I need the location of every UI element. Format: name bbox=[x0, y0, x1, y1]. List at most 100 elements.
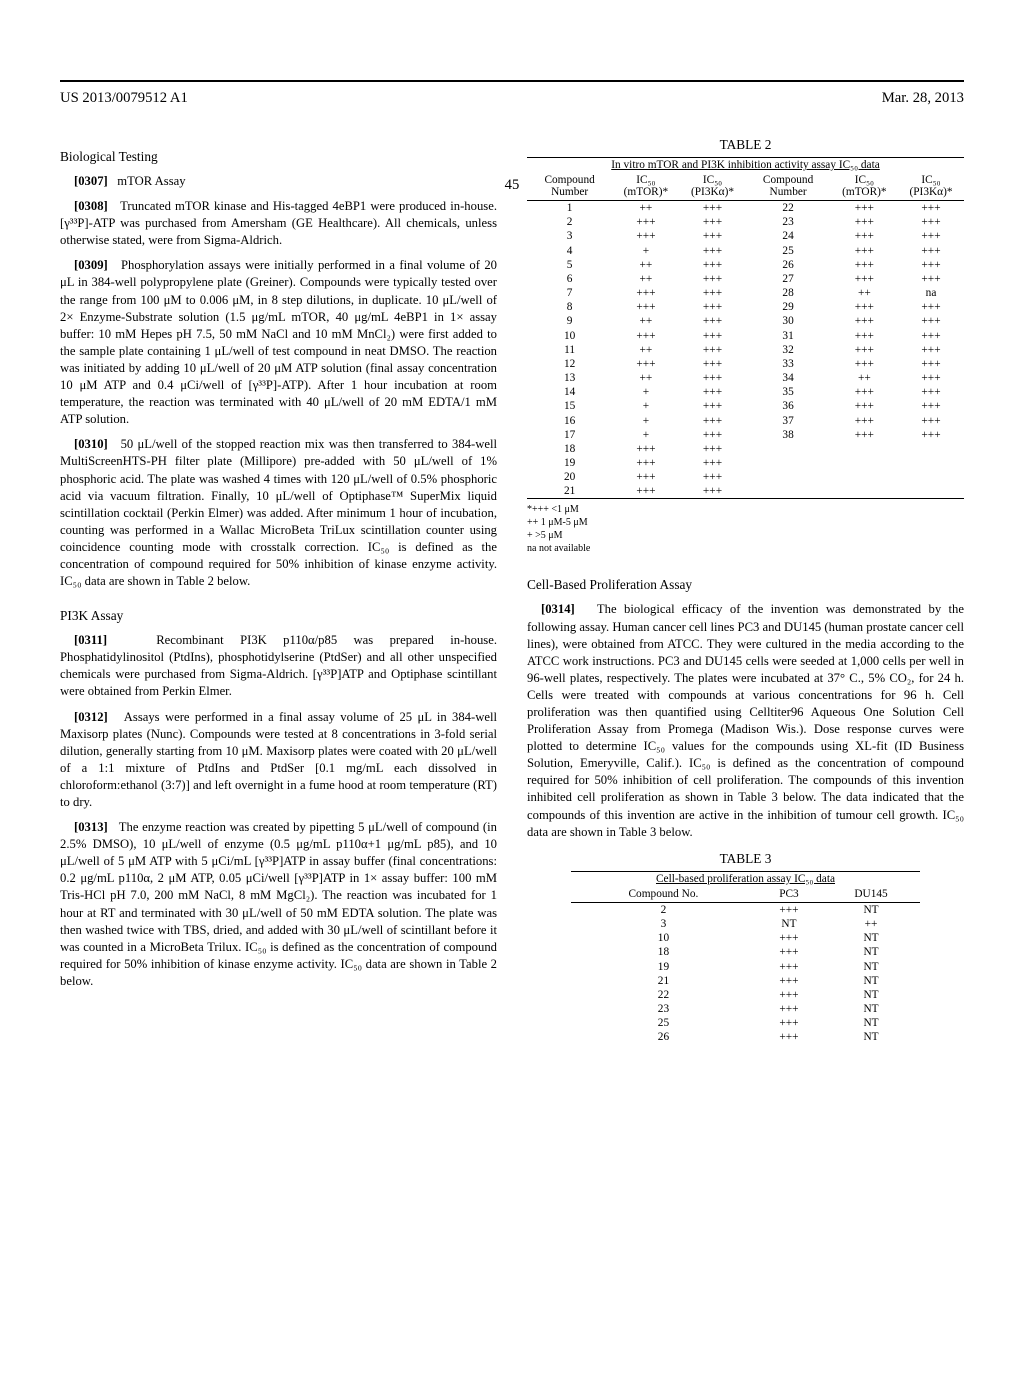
table-row: 21+++NT bbox=[571, 974, 921, 988]
table-cell: NT bbox=[822, 1016, 921, 1030]
table-row: 6+++++27++++++ bbox=[527, 272, 964, 286]
table-cell: +++ bbox=[898, 272, 964, 286]
table-cell: +++ bbox=[831, 201, 898, 216]
para-text-0309: Phosphorylation assays were initially pe… bbox=[60, 258, 497, 426]
para-text-0307: mTOR Assay bbox=[117, 174, 185, 188]
table2-fn1: *+++ <1 μM bbox=[527, 503, 964, 516]
table-row: 25+++NT bbox=[571, 1016, 921, 1030]
heading-pi3k-assay: PI3K Assay bbox=[60, 608, 497, 624]
table-cell: + bbox=[612, 428, 679, 442]
table-cell: +++ bbox=[680, 484, 746, 498]
table-cell bbox=[898, 456, 964, 470]
table-cell: NT bbox=[822, 931, 921, 945]
para-text-0314: The biological efficacy of the invention… bbox=[527, 602, 964, 838]
table-cell: ++ bbox=[612, 371, 679, 385]
table-cell: +++ bbox=[756, 1002, 822, 1016]
table-row: 10++++++31++++++ bbox=[527, 329, 964, 343]
table-cell: +++ bbox=[612, 456, 679, 470]
table-cell: 21 bbox=[571, 974, 756, 988]
table-cell: +++ bbox=[680, 399, 746, 413]
table-row: 19+++NT bbox=[571, 960, 921, 974]
table-cell: 2 bbox=[571, 902, 756, 917]
table-row: 15++++36++++++ bbox=[527, 399, 964, 413]
table-cell bbox=[831, 470, 898, 484]
heading-cell-assay: Cell-Based Proliferation Assay bbox=[527, 577, 964, 593]
table-cell: 15 bbox=[527, 399, 612, 413]
table-cell: +++ bbox=[898, 229, 964, 243]
table-cell: 13 bbox=[527, 371, 612, 385]
table2-fn4: na not available bbox=[527, 542, 964, 555]
table2-subtitle: In vitro mTOR and PI3K inhibition activi… bbox=[527, 158, 964, 173]
table-cell: +++ bbox=[756, 988, 822, 1002]
page-number: 45 bbox=[505, 177, 520, 194]
para-num-0308: [0308] bbox=[74, 199, 108, 213]
table-cell: 18 bbox=[571, 945, 756, 959]
table-cell: +++ bbox=[898, 399, 964, 413]
para-num-0307: [0307] bbox=[74, 174, 108, 188]
table-cell: +++ bbox=[831, 385, 898, 399]
table-row: 16++++37++++++ bbox=[527, 414, 964, 428]
table-row: 23+++NT bbox=[571, 1002, 921, 1016]
table-row: 4++++25++++++ bbox=[527, 244, 964, 258]
table2-h-mtor1: IC₅₀ (mTOR)* bbox=[612, 172, 679, 201]
para-text-0312: Assays were performed in a final assay v… bbox=[60, 710, 497, 809]
table-cell: +++ bbox=[898, 300, 964, 314]
table-cell: 33 bbox=[745, 357, 830, 371]
table-cell bbox=[831, 442, 898, 456]
table-cell: 25 bbox=[745, 244, 830, 258]
table-cell: 14 bbox=[527, 385, 612, 399]
table-cell: +++ bbox=[680, 314, 746, 328]
table-cell: 7 bbox=[527, 286, 612, 300]
table-row: 21++++++ bbox=[527, 484, 964, 498]
table-row: 20++++++ bbox=[527, 470, 964, 484]
table-cell: 30 bbox=[745, 314, 830, 328]
table-cell bbox=[898, 442, 964, 456]
table-cell: +++ bbox=[612, 329, 679, 343]
table-cell: NT bbox=[756, 917, 822, 931]
table-cell: 27 bbox=[745, 272, 830, 286]
paragraph-0313: [0313] The enzyme reaction was created b… bbox=[60, 819, 497, 990]
table-cell: 23 bbox=[745, 215, 830, 229]
table-row: 1+++++22++++++ bbox=[527, 201, 964, 216]
table-cell: +++ bbox=[898, 314, 964, 328]
table-cell: 17 bbox=[527, 428, 612, 442]
paragraph-0307: [0307] mTOR Assay bbox=[60, 173, 497, 190]
table-cell: +++ bbox=[898, 329, 964, 343]
table-cell: +++ bbox=[831, 272, 898, 286]
table-row: 18++++++ bbox=[527, 442, 964, 456]
table-cell: +++ bbox=[831, 229, 898, 243]
table-cell: NT bbox=[822, 1002, 921, 1016]
table-cell: 31 bbox=[745, 329, 830, 343]
table-cell: 4 bbox=[527, 244, 612, 258]
table-cell: +++ bbox=[756, 974, 822, 988]
table-cell: +++ bbox=[898, 201, 964, 216]
table-cell bbox=[745, 442, 830, 456]
table-cell: +++ bbox=[680, 428, 746, 442]
paragraph-0312: [0312] Assays were performed in a final … bbox=[60, 709, 497, 812]
table-cell: +++ bbox=[612, 215, 679, 229]
table3-h-pc3: PC3 bbox=[756, 886, 822, 903]
table-row: 14++++35++++++ bbox=[527, 385, 964, 399]
table-cell: + bbox=[612, 244, 679, 258]
table-row: 3++++++24++++++ bbox=[527, 229, 964, 243]
table-cell bbox=[898, 484, 964, 498]
table-cell bbox=[831, 456, 898, 470]
paragraph-0309: [0309] Phosphorylation assays were initi… bbox=[60, 257, 497, 428]
table3: Cell-based proliferation assay IC₅₀ data… bbox=[571, 871, 921, 1045]
table-cell: 3 bbox=[527, 229, 612, 243]
table-cell: +++ bbox=[680, 244, 746, 258]
header-rule bbox=[60, 80, 964, 82]
table-cell: +++ bbox=[898, 371, 964, 385]
table-row: 9+++++30++++++ bbox=[527, 314, 964, 328]
table-cell: +++ bbox=[898, 244, 964, 258]
para-text-0313: The enzyme reaction was created by pipet… bbox=[60, 820, 497, 988]
table-cell: +++ bbox=[680, 272, 746, 286]
table-cell: +++ bbox=[612, 470, 679, 484]
table-cell: ++ bbox=[822, 917, 921, 931]
table-row: 13+++++34+++++ bbox=[527, 371, 964, 385]
table-cell: ++ bbox=[612, 343, 679, 357]
table-cell: 18 bbox=[527, 442, 612, 456]
table-cell bbox=[745, 484, 830, 498]
table-cell: ++ bbox=[612, 272, 679, 286]
table-row: 5+++++26++++++ bbox=[527, 258, 964, 272]
